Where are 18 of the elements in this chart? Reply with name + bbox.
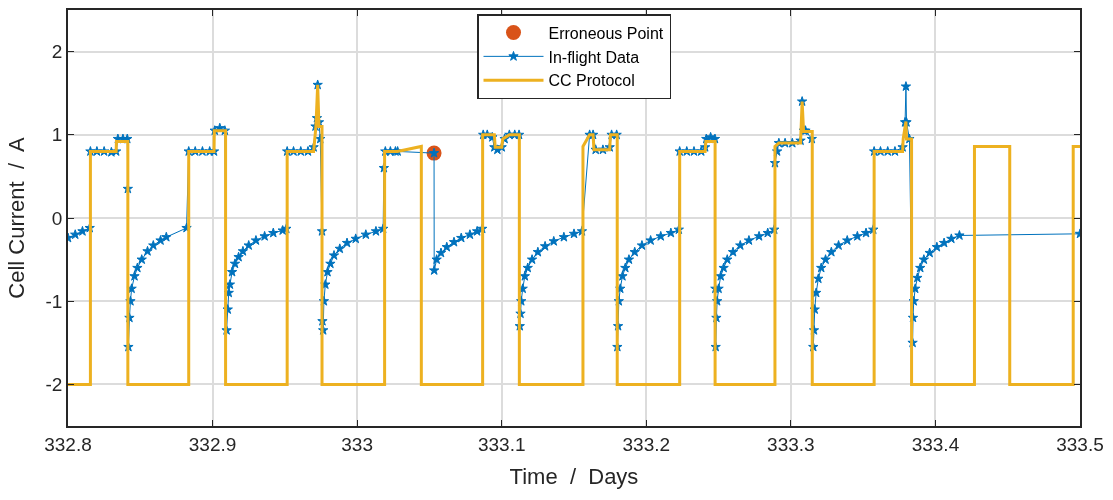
x-tick-label: 333.3	[767, 433, 815, 455]
y-tick-label: 2	[51, 41, 63, 63]
y-tick-label: -1	[45, 290, 63, 312]
x-tick-label: 333.2	[622, 433, 671, 455]
legend-label: In-flight Data	[548, 48, 640, 66]
legend-label: CC Protocol	[548, 72, 635, 90]
x-tick-label: 333	[341, 433, 373, 455]
y-tick-label: -2	[45, 374, 63, 396]
x-tick-label: 332.9	[188, 433, 237, 455]
y-axis-title: Cell Current / A	[3, 136, 29, 299]
x-tick-label: 332.8	[44, 433, 92, 455]
x-axis-title: Time / Days	[509, 463, 639, 489]
x-tick-label: 333.4	[911, 433, 960, 455]
y-tick-label: 0	[51, 207, 63, 229]
legend-label: Erroneous Point	[548, 24, 664, 42]
x-tick-label: 333.1	[477, 433, 526, 455]
x-tick-label: 333.5	[1056, 433, 1104, 455]
y-tick-label: 1	[51, 124, 63, 146]
